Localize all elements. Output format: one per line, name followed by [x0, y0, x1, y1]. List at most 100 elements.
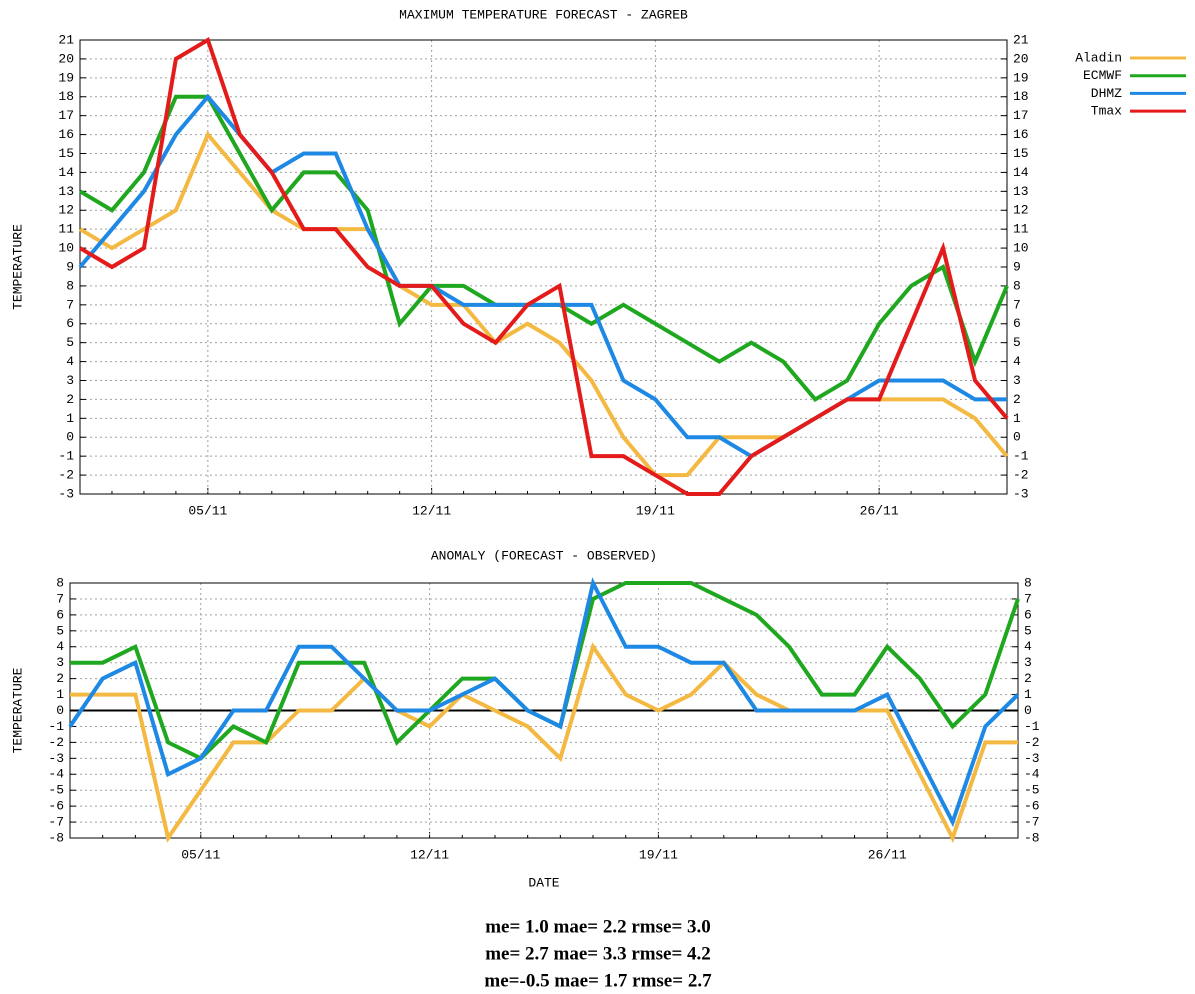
y2-tick-label: -2: [1013, 468, 1029, 483]
series-line: [78, 94, 1009, 402]
y-tick-label: 13: [58, 184, 74, 199]
x-axis-label: DATE: [528, 875, 559, 890]
legend-label: DHMZ: [1091, 86, 1122, 101]
y2-tick-label: -1: [1013, 449, 1029, 464]
y-tick-label: 7: [66, 297, 74, 312]
series-line: [70, 581, 1020, 761]
y2-tick-label: 7: [1013, 297, 1021, 312]
y2-tick-label: 18: [1013, 89, 1029, 104]
y2-tick-label: -4: [1024, 767, 1040, 782]
stat-line: me= 1.0 mae= 2.2 rmse= 3.0: [485, 916, 711, 937]
legend-label: ECMWF: [1083, 68, 1122, 83]
y-tick-label: -7: [48, 815, 64, 830]
y-tick-label: -8: [48, 830, 64, 845]
y-tick-label: 12: [58, 203, 74, 218]
y-axis-label: TEMPERATURE: [10, 224, 25, 310]
y2-tick-label: 3: [1024, 655, 1032, 670]
x-tick-label: 19/11: [639, 847, 678, 862]
y-tick-label: 6: [66, 316, 74, 331]
legend-label: Tmax: [1091, 104, 1122, 119]
y2-tick-label: 16: [1013, 127, 1029, 142]
y-tick-label: -1: [58, 449, 74, 464]
y-tick-label: 9: [66, 259, 74, 274]
x-tick-label: 26/11: [860, 503, 899, 518]
y-tick-label: 11: [58, 222, 74, 237]
y2-tick-label: 2: [1013, 392, 1021, 407]
y-axis-label: TEMPERATURE: [10, 667, 25, 753]
series-line: [78, 37, 1009, 496]
y-tick-label: 21: [58, 32, 74, 47]
y-tick-label: 18: [58, 89, 74, 104]
y-tick-label: 0: [56, 703, 64, 718]
y2-tick-label: 7: [1024, 591, 1032, 606]
y-tick-label: 1: [66, 411, 74, 426]
y2-tick-label: 8: [1024, 575, 1032, 590]
series-line: [78, 93, 1007, 459]
y-tick-label: 7: [56, 591, 64, 606]
y-tick-label: 5: [66, 335, 74, 350]
y-tick-label: 14: [58, 165, 74, 180]
y-tick-label: 4: [56, 639, 64, 654]
y2-tick-label: 13: [1013, 184, 1029, 199]
legend-label: Aladin: [1075, 50, 1122, 65]
y2-tick-label: 5: [1024, 623, 1032, 638]
y-tick-label: -2: [48, 735, 64, 750]
y-tick-label: -4: [48, 767, 64, 782]
y2-tick-label: -2: [1024, 735, 1040, 750]
y2-tick-label: 15: [1013, 146, 1029, 161]
y-tick-label: 20: [58, 51, 74, 66]
y2-tick-label: -5: [1024, 783, 1040, 798]
y2-tick-label: -8: [1024, 830, 1040, 845]
y-tick-label: 6: [56, 607, 64, 622]
x-tick-label: 05/11: [181, 847, 220, 862]
y-tick-label: 3: [56, 655, 64, 670]
y2-tick-label: -3: [1013, 486, 1029, 501]
chart-title: MAXIMUM TEMPERATURE FORECAST - ZAGREB: [399, 7, 688, 22]
x-tick-label: 26/11: [868, 847, 907, 862]
y-tick-label: 1: [56, 687, 64, 702]
y2-tick-label: 5: [1013, 335, 1021, 350]
y-tick-label: -2: [58, 468, 74, 483]
stat-line: me=-0.5 mae= 1.7 rmse= 2.7: [484, 970, 712, 991]
y-tick-label: -3: [58, 486, 74, 501]
x-tick-label: 05/11: [188, 503, 227, 518]
y-tick-label: 15: [58, 146, 74, 161]
y2-tick-label: 6: [1013, 316, 1021, 331]
y2-tick-label: 14: [1013, 165, 1029, 180]
y2-tick-label: 12: [1013, 203, 1029, 218]
y2-tick-label: -6: [1024, 799, 1040, 814]
y2-tick-label: 2: [1024, 671, 1032, 686]
y-tick-label: -1: [48, 719, 64, 734]
y2-tick-label: 1: [1013, 411, 1021, 426]
y2-tick-label: 0: [1013, 430, 1021, 445]
series-line: [68, 577, 1020, 828]
chart-title: ANOMALY (FORECAST - OBSERVED): [431, 548, 657, 563]
x-tick-label: 12/11: [412, 503, 451, 518]
y2-tick-label: 1: [1024, 687, 1032, 702]
y2-tick-label: 0: [1024, 703, 1032, 718]
y2-tick-label: -1: [1024, 719, 1040, 734]
x-tick-label: 19/11: [636, 503, 675, 518]
y-tick-label: 16: [58, 127, 74, 142]
y-tick-label: 2: [66, 392, 74, 407]
y2-tick-label: 19: [1013, 70, 1029, 85]
y2-tick-label: 10: [1013, 241, 1029, 256]
y2-tick-label: 21: [1013, 32, 1029, 47]
y2-tick-label: -3: [1024, 751, 1040, 766]
y-tick-label: 4: [66, 354, 74, 369]
y-tick-label: -3: [48, 751, 64, 766]
y-tick-label: 8: [56, 575, 64, 590]
series-line: [70, 642, 1018, 844]
y2-tick-label: 17: [1013, 108, 1029, 123]
y2-tick-label: 4: [1013, 354, 1021, 369]
y2-tick-label: 3: [1013, 373, 1021, 388]
y-tick-label: 5: [56, 623, 64, 638]
y-tick-label: -6: [48, 799, 64, 814]
y2-tick-label: -7: [1024, 815, 1040, 830]
y-tick-label: 10: [58, 241, 74, 256]
y-tick-label: 8: [66, 278, 74, 293]
y-tick-label: 19: [58, 70, 74, 85]
y-tick-label: -5: [48, 783, 64, 798]
y-tick-label: 17: [58, 108, 74, 123]
